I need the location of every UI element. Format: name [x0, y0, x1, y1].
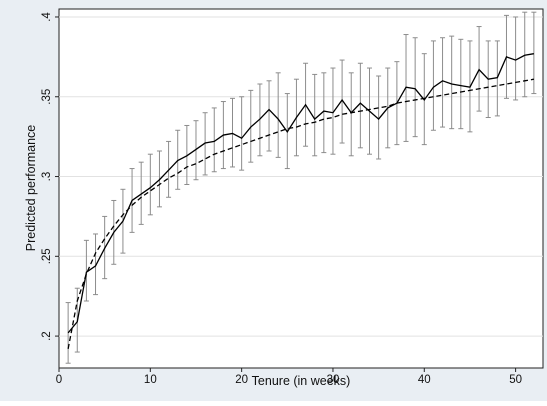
- error-bar: [357, 62, 363, 149]
- series-lines: [67, 53, 534, 349]
- error-bar: [93, 233, 99, 296]
- x-tick-label: 30: [327, 374, 340, 386]
- error-bar: [83, 239, 89, 302]
- x-axis-label: Tenure (in weeks): [252, 374, 351, 388]
- error-bar: [430, 40, 436, 131]
- axes: 0 10 20 30 40 50 .2 .25 .3 .35 .4: [41, 12, 522, 386]
- error-bar: [275, 72, 281, 158]
- y-tick-label: .2: [41, 331, 53, 341]
- x-tick-label: 40: [418, 374, 431, 386]
- grid-lines: [59, 16, 543, 337]
- y-tick-label: .3: [41, 172, 53, 182]
- error-bar: [458, 38, 464, 130]
- x-tick-label: 50: [509, 374, 522, 386]
- y-tick-label: .4: [41, 12, 53, 22]
- error-bar: [147, 153, 153, 216]
- error-bar: [348, 72, 354, 157]
- error-bar: [239, 96, 245, 171]
- error-bar: [175, 129, 181, 190]
- y-tick-label: .25: [41, 248, 53, 264]
- error-bar: [211, 107, 217, 173]
- error-bar: [312, 73, 318, 157]
- error-bar: [513, 16, 519, 101]
- x-tick-label: 0: [56, 374, 62, 386]
- y-tick-label: .35: [41, 89, 53, 105]
- error-bar: [184, 124, 190, 186]
- error-bar: [339, 59, 345, 144]
- x-tick-label: 10: [144, 374, 157, 386]
- error-bar: [138, 161, 144, 225]
- error-bar: [412, 37, 418, 138]
- error-bar: [193, 120, 199, 181]
- predicted-performance-line: [67, 53, 534, 334]
- error-bar: [202, 112, 208, 176]
- error-bar: [531, 11, 537, 95]
- error-bar: [522, 11, 528, 98]
- error-bar: [449, 35, 455, 130]
- x-tick-label: 20: [235, 374, 248, 386]
- error-bar: [330, 67, 336, 155]
- plot-area: [58, 8, 544, 369]
- fitted-curve-dashed: [67, 78, 534, 349]
- error-bar: [321, 72, 327, 154]
- error-bar: [440, 37, 446, 128]
- y-axis-label: Predicted performance: [24, 125, 38, 252]
- error-bar: [266, 80, 272, 152]
- error-bar: [494, 40, 500, 117]
- error-bar: [230, 97, 236, 168]
- error-bar: [376, 75, 382, 160]
